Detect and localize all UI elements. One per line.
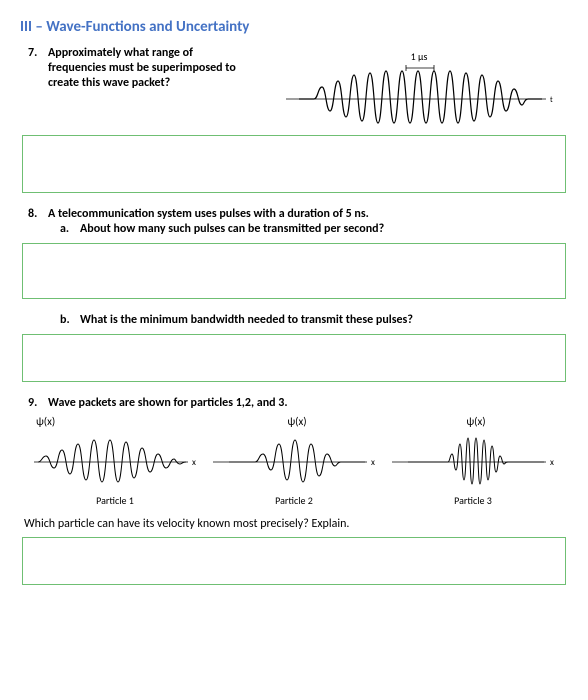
psi-label-2: ψ(x) bbox=[209, 415, 379, 428]
q7-wave-figure: 1 μs t bbox=[270, 46, 568, 129]
q8-number: 8. bbox=[28, 207, 37, 222]
q7-text: Approximately what range of frequencies … bbox=[48, 46, 236, 90]
q9-number: 9. bbox=[28, 396, 37, 411]
q8b-answer-box[interactable] bbox=[22, 334, 566, 382]
particle-1-panel: ψ(x) x Particle 1 bbox=[30, 415, 200, 507]
psi-label-1: ψ(x) bbox=[30, 415, 200, 428]
section-title: III – Wave-Functions and Uncertainty bbox=[20, 18, 568, 36]
psi-label-3: ψ(x) bbox=[388, 415, 558, 428]
particle-3-panel: ψ(x) x Particle 3 bbox=[388, 415, 558, 507]
q9-final-question: Which particle can have its velocity kno… bbox=[24, 517, 564, 531]
q8b-text: What is the minimum bandwidth needed to … bbox=[80, 313, 413, 327]
particle-2-wave-icon: x bbox=[209, 428, 379, 486]
question-8: 8. A telecommunication system uses pulse… bbox=[20, 207, 568, 222]
axis-x-2: x bbox=[371, 457, 375, 468]
q9-graphs-row: ψ(x) x Particle 1 ψ(x) x Particle 2 ψ(x)… bbox=[30, 415, 558, 507]
axis-x-1: x bbox=[192, 457, 196, 468]
question-9: 9. Wave packets are shown for particles … bbox=[20, 396, 568, 411]
q8a-number: a. bbox=[60, 222, 69, 237]
question-7: 7. Approximately what range of frequenci… bbox=[20, 46, 568, 129]
particle-3-wave-icon: x bbox=[388, 428, 558, 486]
particle-2-panel: ψ(x) x Particle 2 bbox=[209, 415, 379, 507]
particle-3-label: Particle 3 bbox=[388, 494, 558, 507]
q8b: b. What is the minimum bandwidth needed … bbox=[20, 313, 568, 328]
q8a: a. About how many such pulses can be tra… bbox=[20, 222, 568, 237]
wave-packet-icon: t bbox=[284, 59, 554, 125]
q7-answer-box[interactable] bbox=[22, 135, 566, 193]
q8a-answer-box[interactable] bbox=[22, 243, 566, 299]
particle-2-label: Particle 2 bbox=[209, 494, 379, 507]
q9-text: Wave packets are shown for particles 1,2… bbox=[48, 396, 288, 410]
svg-text:t: t bbox=[550, 95, 553, 105]
particle-1-label: Particle 1 bbox=[30, 494, 200, 507]
q8b-number: b. bbox=[60, 313, 70, 328]
q8a-text: About how many such pulses can be transm… bbox=[80, 222, 384, 236]
q7-number: 7. bbox=[28, 46, 37, 61]
q9-answer-box[interactable] bbox=[22, 537, 566, 585]
particle-1-wave-icon: x bbox=[30, 428, 200, 486]
axis-x-3: x bbox=[550, 457, 554, 468]
q8-text: A telecommunication system uses pulses w… bbox=[48, 207, 369, 221]
q7-text-block: 7. Approximately what range of frequenci… bbox=[20, 46, 240, 91]
q7-time-marker: 1 μs bbox=[270, 50, 568, 63]
